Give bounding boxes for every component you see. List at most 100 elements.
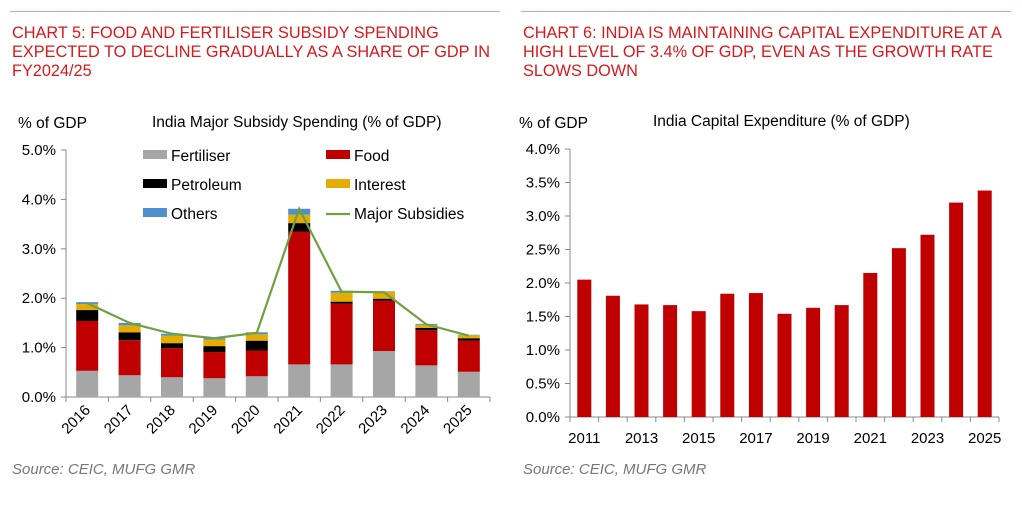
capex-bar [777,313,792,417]
bar-segment-food [330,303,353,365]
bar-segment-food [118,340,141,376]
capex-bar [834,305,849,417]
legend-swatch [326,179,350,188]
legend-swatch [143,208,167,217]
bar-segment-interest [330,292,353,302]
bar-segment-food [245,350,268,377]
y-tick-label: 0.5% [526,376,560,393]
x-tick-label: 2023 [911,430,944,447]
y-tick-label: 2.0% [526,275,560,292]
bar-segment-fertiliser [415,365,438,397]
y-tick-label: 3.5% [526,175,560,192]
x-tick-label: 2019 [186,402,222,438]
legend-label: Others [171,206,218,223]
y-tick-label: 0.0% [22,389,56,406]
capex-bar [806,307,821,417]
x-tick-label: 2013 [625,430,658,447]
capex-bar [720,293,735,417]
legend-swatch [143,150,167,159]
capex-bar [691,311,706,417]
legend-label: Interest [354,177,406,194]
right-panel: CHART 6: INDIA IS MAINTAINING CAPITAL EX… [511,0,1016,506]
x-tick-label: 2024 [398,402,434,438]
y-tick-label: 1.5% [526,309,560,326]
y-tick-label: 3.0% [22,241,56,258]
bar-segment-petroleum [203,346,226,353]
bar-segment-petroleum [288,223,311,232]
capex-bar [605,295,620,417]
bar-segment-interest [245,334,268,341]
bar-segment-interest [415,324,438,328]
bar-segment-fertiliser [373,351,395,397]
bar-segment-fertiliser [288,364,311,397]
bar-segment-interest [457,335,480,339]
capex-bar [891,248,906,417]
bar-segment-fertiliser [245,376,268,397]
capex-bar [663,305,678,417]
bar-segment-petroleum [373,298,395,301]
x-tick-label: 2017 [101,402,137,438]
x-tick-label: 2023 [355,402,391,438]
capex-bar [748,293,763,417]
bar-segment-fertiliser [118,375,141,397]
legend-label: Fertiliser [171,148,230,165]
bar-segment-fertiliser [330,364,353,397]
capex-bar [920,234,935,417]
x-tick-label: 2016 [58,402,94,438]
bar-segment-food [161,348,183,378]
bar-segment-fertiliser [203,378,226,397]
bar-segment-interest [76,304,99,311]
x-tick-label: 2025 [440,402,476,438]
bar-segment-food [373,300,395,352]
y-tick-label: 0.0% [526,409,560,426]
bar-segment-fertiliser [457,371,480,397]
x-tick-label: 2017 [739,430,772,447]
source-note: Source: CEIC, MUFG GMR [523,461,707,478]
bar-segment-interest [203,339,226,347]
top-divider [521,11,1011,12]
source-note: Source: CEIC, MUFG GMR [12,461,196,478]
top-divider [10,11,500,12]
legend-label: Major Subsidies [354,206,465,223]
capex-bar [577,279,592,417]
x-tick-label: 2018 [143,402,179,438]
bar-segment-interest [288,214,311,224]
major-subsidies-line [86,205,470,340]
bar-segment-food [76,320,99,371]
subsidy-chart: % of GDP India Major Subsidy Spending (% … [18,114,491,438]
y-axis-label: % of GDP [519,115,588,132]
y-tick-label: 1.0% [526,342,560,359]
bar-segment-petroleum [415,327,438,331]
bar-segment-fertiliser [161,377,183,397]
capex-bar [863,272,878,417]
bar-segment-petroleum [330,301,353,304]
bar-segment-petroleum [161,343,183,349]
x-tick-label: 2020 [228,402,264,438]
bar-segment-petroleum [457,338,480,341]
bar-segment-interest [118,325,141,333]
y-tick-label: 1.0% [22,340,56,357]
y-axis-label: % of GDP [18,115,87,132]
x-tick-label: 2021 [270,402,306,438]
x-tick-label: 2011 [568,430,600,447]
legend-label: Petroleum [171,177,242,194]
capex-bar [949,202,964,417]
y-tick-label: 2.5% [526,242,560,259]
chart-heading: CHART 5: FOOD AND FERTILISER SUBSIDY SPE… [12,24,491,80]
bar-segment-food [288,231,311,365]
bar-segment-interest [161,335,183,344]
x-tick-label: 2025 [968,430,1001,447]
capex-bar [634,304,649,417]
legend-swatch [326,150,350,159]
legend-label: Food [354,148,389,165]
bar-segment-fertiliser [76,370,99,397]
y-tick-label: 5.0% [22,142,56,159]
y-tick-label: 4.0% [22,191,56,208]
bar-segment-others [118,322,141,326]
chart-title: India Major Subsidy Spending (% of GDP) [152,114,441,131]
bar-segment-food [415,330,438,366]
legend-swatch [143,179,167,188]
x-tick-label: 2021 [854,430,887,447]
x-tick-label: 2022 [313,402,349,438]
y-tick-label: 2.0% [22,290,56,307]
